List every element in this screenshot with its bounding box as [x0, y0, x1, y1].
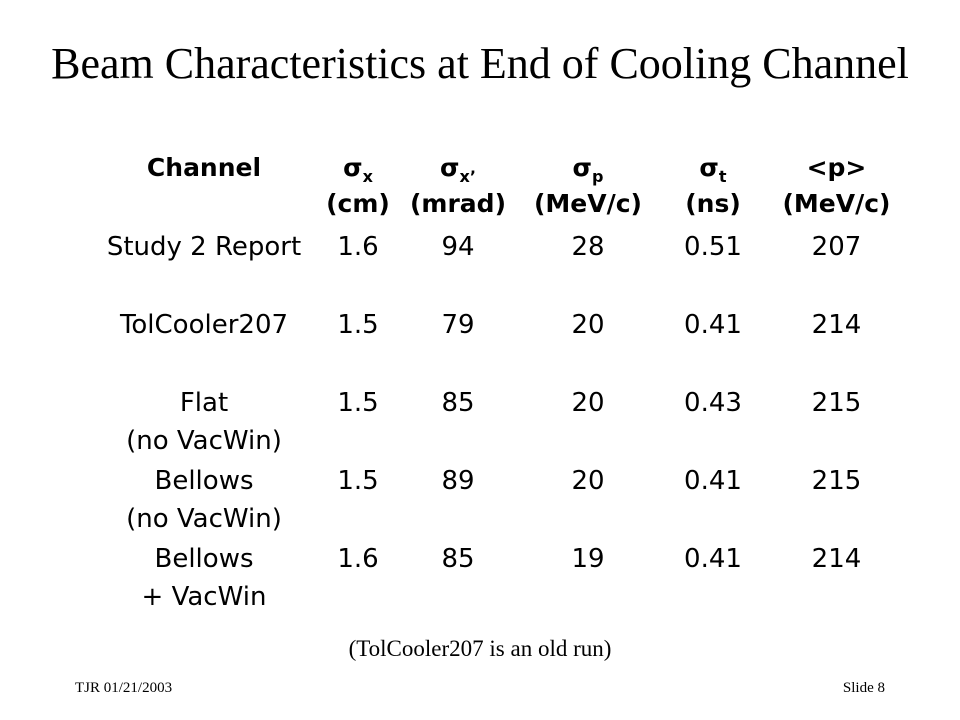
header-sigma-x: σx (cm) — [326, 153, 390, 218]
table-row: Bellows (no VacWin) 1.5 89 20 0.41 215 — [95, 462, 910, 540]
header-sigma-p: σp (MeV/c) — [534, 153, 642, 218]
table-row: Flat (no VacWin) 1.5 85 20 0.43 215 — [95, 384, 910, 462]
channel-cell: Bellows (no VacWin) — [126, 466, 282, 534]
mean-p-cell: 215 — [811, 466, 862, 496]
mean-p-cell: 214 — [811, 544, 862, 574]
mean-p-cell: 214 — [811, 310, 862, 340]
channel-cell: Flat (no VacWin) — [126, 388, 282, 456]
table-row: Bellows + VacWin 1.6 85 19 0.41 214 — [95, 540, 910, 618]
sigma-p-cell: 28 — [571, 232, 605, 262]
sigma-x-cell: 1.5 — [337, 466, 379, 496]
sigma-t-cell: 0.51 — [684, 232, 742, 262]
channel-cell: Bellows + VacWin — [141, 544, 267, 612]
sigma-xprime-cell: 79 — [441, 310, 475, 340]
table-row: Study 2 Report 1.6 94 28 0.51 207 — [95, 228, 910, 306]
header-mean-p: <p> (MeV/c) — [782, 153, 891, 218]
sigma-p-cell: 20 — [571, 310, 605, 340]
table-row: TolCooler207 1.5 79 20 0.41 214 — [95, 306, 910, 384]
header-sigma-xprime: σx’ (mrad) — [410, 153, 506, 218]
mean-p-cell: 207 — [811, 232, 862, 262]
table-header-row: Channel σx (cm) σx’ (mrad) σp (MeV/c) σt (ns… — [95, 150, 910, 228]
footer-author-date: TJR 01/21/2003 — [75, 680, 173, 696]
sigma-xprime-cell: 94 — [441, 232, 475, 262]
sigma-xprime-cell: 89 — [441, 466, 475, 496]
sigma-p-cell: 20 — [571, 466, 605, 496]
beam-table: Channel σx (cm) σx’ (mrad) σp (MeV/c) σt (ns… — [95, 150, 910, 618]
mean-p-cell: 215 — [811, 388, 862, 418]
sigma-t-cell: 0.41 — [684, 544, 742, 574]
sigma-t-cell: 0.41 — [684, 310, 742, 340]
sigma-x-cell: 1.6 — [337, 544, 379, 574]
slide-title: Beam Characteristics at End of Cooling C… — [51, 39, 909, 88]
header-channel: Channel — [146, 153, 262, 182]
footnote: (TolCooler207 is an old run) — [348, 636, 612, 661]
sigma-t-cell: 0.43 — [684, 388, 742, 418]
channel-cell: TolCooler207 — [119, 310, 289, 340]
sigma-p-cell: 20 — [571, 388, 605, 418]
channel-cell: Study 2 Report — [106, 232, 302, 262]
sigma-x-cell: 1.5 — [337, 310, 379, 340]
sigma-p-cell: 19 — [571, 544, 605, 574]
sigma-xprime-cell: 85 — [441, 388, 475, 418]
slide-number: Slide 8 — [842, 680, 885, 696]
sigma-xprime-cell: 85 — [441, 544, 475, 574]
sigma-x-cell: 1.6 — [337, 232, 379, 262]
header-sigma-t: σt (ns) — [685, 153, 741, 218]
sigma-t-cell: 0.41 — [684, 466, 742, 496]
sigma-x-cell: 1.5 — [337, 388, 379, 418]
